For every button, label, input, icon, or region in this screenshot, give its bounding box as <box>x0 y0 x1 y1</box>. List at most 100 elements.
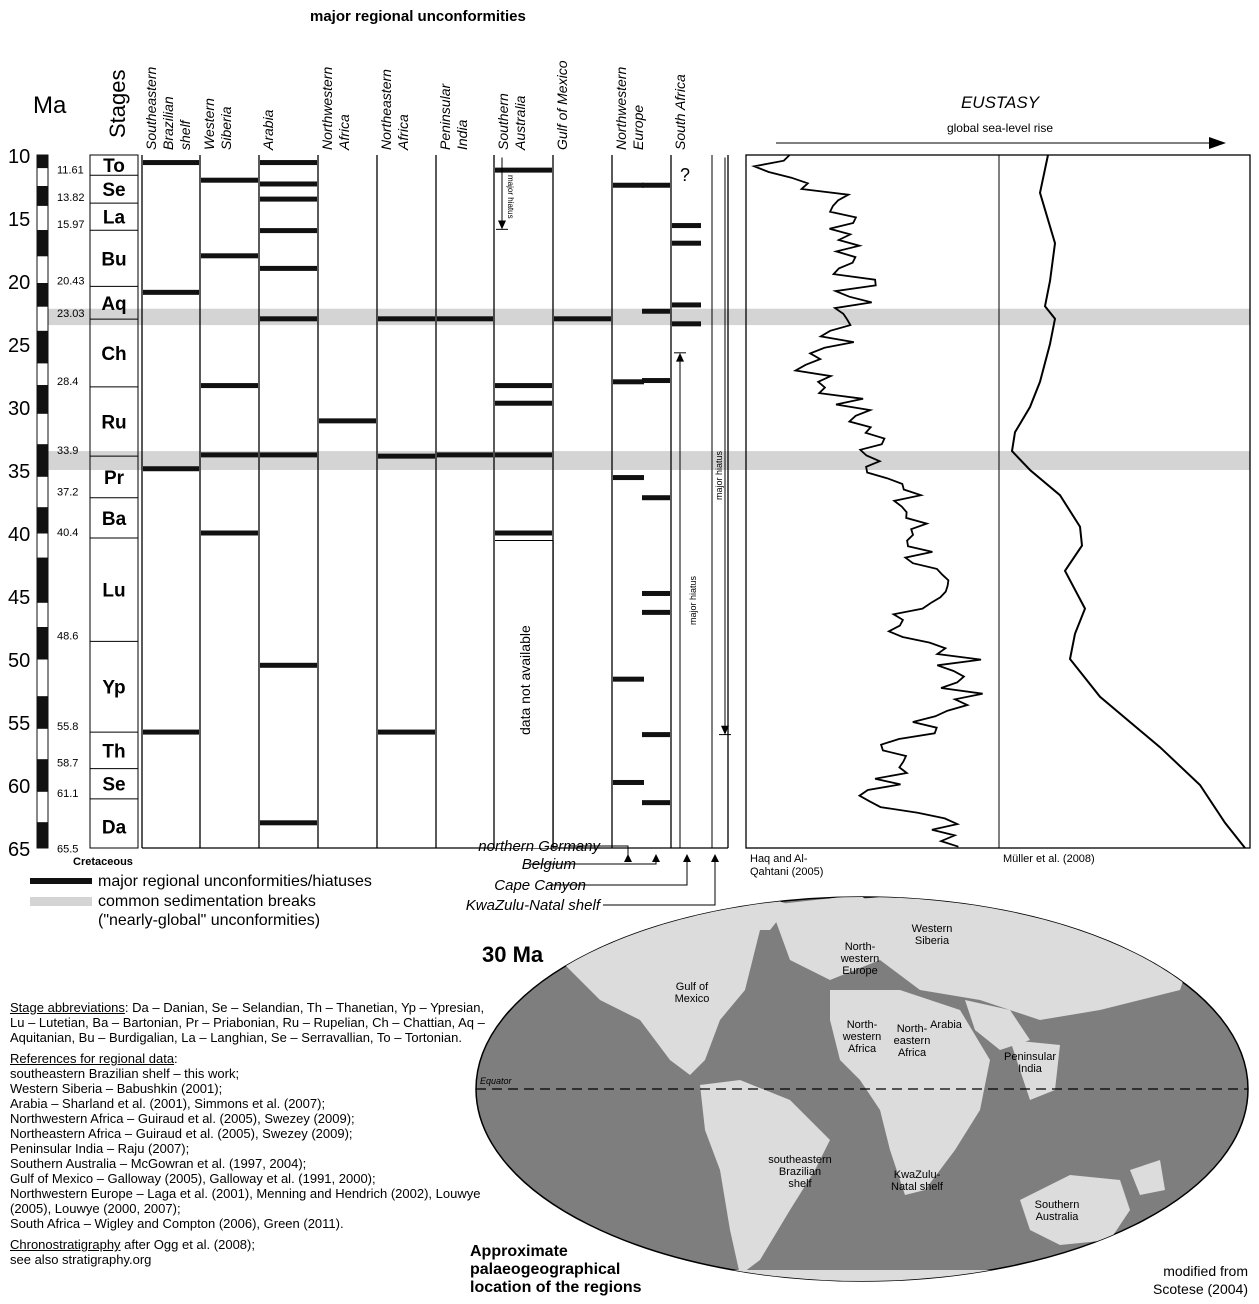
hiatus-arrow-head <box>498 220 506 230</box>
unconformity-bar <box>642 378 670 384</box>
stage-abbr: Th <box>102 741 125 762</box>
map-label-arabia: Arabia <box>930 1019 963 1031</box>
unconformity-bar <box>642 590 670 596</box>
map-age-label: 30 Ma <box>482 942 544 967</box>
unconformity-bar <box>672 223 701 229</box>
region-name: Brazilian <box>160 96 176 150</box>
reference-item: Arabia – Sharland et al. (2001), Simmons… <box>10 1096 326 1111</box>
unconformity-bar <box>260 181 317 187</box>
region-name: Europe <box>630 105 646 150</box>
subregion-arrow <box>652 854 660 862</box>
unconformity-bar <box>201 177 258 183</box>
stages-box <box>89 154 139 849</box>
stage-abbr: Se <box>102 180 125 201</box>
unconformity-bar <box>672 240 701 246</box>
unconformity-bar <box>378 729 435 735</box>
stage-boundary-age: 15.97 <box>57 219 85 231</box>
unconformity-bar <box>554 316 611 322</box>
unconformity-bar <box>201 530 258 536</box>
ma-tick-label: 30 <box>8 398 30 420</box>
polarity-segment <box>36 444 49 477</box>
region-name: India <box>454 119 470 150</box>
polarity-segment <box>36 255 49 285</box>
reference-item: Northwestern Europe – Laga et al. (2001)… <box>10 1186 481 1216</box>
polarity-segment <box>36 727 49 761</box>
polarity-segment <box>36 283 49 307</box>
region-name: Australia <box>512 95 528 151</box>
subregion-label: northern Germany <box>478 838 601 855</box>
unconformity-bar <box>319 418 376 424</box>
landmass <box>680 1270 1080 1281</box>
region-name: Arabia <box>260 109 276 151</box>
unconformity-bar <box>437 452 493 458</box>
unconformity-bar <box>201 383 258 389</box>
stage-boundary-age: 65.5 <box>57 843 78 855</box>
map-label-gulf-mexico: Gulf of Mexico <box>675 981 710 1005</box>
subregion-arrow <box>683 854 691 862</box>
chronostratigraphy-note: Chronostratigraphy after Ogg et al. (200… <box>10 1237 255 1252</box>
map-credit: Scotese (2004) <box>1153 1281 1248 1297</box>
unconformity-bar <box>260 316 317 322</box>
map-label-kwazulu: KwaZulu-Natal shelf <box>891 1169 944 1193</box>
region-name: Southeastern <box>143 67 159 150</box>
stage-abbr: Bu <box>101 249 126 270</box>
map-caption: location of the regions <box>470 1279 642 1296</box>
ma-tick-label: 65 <box>8 839 30 861</box>
source-muller: Müller et al. (2008) <box>1003 853 1095 865</box>
stage-boundary-age: 55.8 <box>57 721 78 733</box>
polarity-segment <box>36 627 49 660</box>
map-label-ne-africa: North-eastern Africa <box>894 1023 931 1059</box>
unconformity-bar <box>642 609 670 615</box>
region-name: Africa <box>336 114 352 151</box>
hiatus-label: major hiatus <box>506 175 515 219</box>
legend-label-common-2: ("nearly-global" unconformities) <box>98 912 320 929</box>
ma-tick-label: 35 <box>8 461 30 483</box>
map-label-s-australia: Southern Australia <box>1035 1199 1080 1223</box>
landmass <box>1010 1040 1060 1100</box>
sea-level-arrow-head <box>1209 137 1226 149</box>
unconformity-bar <box>672 302 701 308</box>
unconformity-bar <box>642 182 670 188</box>
region-name: Northeastern <box>378 69 394 150</box>
unconformity-bar <box>672 321 701 327</box>
region-name: Southern <box>495 93 511 150</box>
eustasy-panel: EUSTASY global sea-level rise Haq and Al-Q… <box>745 93 1251 878</box>
subregion-label: KwaZulu-Natal shelf <box>466 897 602 914</box>
chronostratigraphy-link[interactable]: see also stratigraphy.org <box>10 1252 152 1267</box>
ma-tick-label: 10 <box>8 146 30 168</box>
unconformity-bar <box>495 452 552 458</box>
landmass <box>830 990 990 1195</box>
stage-abbr: Aq <box>101 294 126 315</box>
region-name: Western <box>201 98 217 150</box>
unconformity-bar <box>378 453 435 459</box>
stage-abbr: Pr <box>104 468 125 489</box>
unconformity-bar <box>143 160 199 166</box>
polarity-segment <box>36 167 49 188</box>
stage-abbr: Ru <box>101 412 126 433</box>
reference-item: Gulf of Mexico – Galloway (2005), Gallow… <box>10 1171 376 1186</box>
landmass <box>700 1080 830 1275</box>
map-caption: Approximate <box>470 1243 568 1260</box>
subregion-connector <box>603 856 716 906</box>
ma-tick-label: 55 <box>8 713 30 735</box>
ma-tick-label: 20 <box>8 272 30 294</box>
polarity-segment <box>36 601 49 628</box>
ma-tick-label: 50 <box>8 650 30 672</box>
stage-abbr: Lu <box>102 581 125 602</box>
unconformity-bar <box>260 196 317 202</box>
subregion-arrow <box>624 854 632 862</box>
reference-item: Peninsular India – Raju (2007); <box>10 1141 190 1156</box>
map-caption: palaeogeographical <box>470 1261 620 1278</box>
landmass <box>1130 1160 1165 1195</box>
map-label-se-brazil: southeastern Brazilian shelf <box>768 1154 832 1190</box>
stage-boundary-age: 11.61 <box>57 164 84 176</box>
unconformity-bar <box>495 167 552 173</box>
stage-boundary-age: 23.03 <box>57 308 85 320</box>
eustasy-title: EUSTASY <box>961 93 1041 112</box>
region-name: Africa <box>395 114 411 151</box>
hiatus-label: major hiatus <box>688 575 698 625</box>
unconformity-bar <box>613 779 644 785</box>
source-haq: Qahtani (2005) <box>750 866 823 878</box>
stages-label: Stages <box>105 70 130 139</box>
stage-boundary-age: 13.82 <box>57 192 85 204</box>
